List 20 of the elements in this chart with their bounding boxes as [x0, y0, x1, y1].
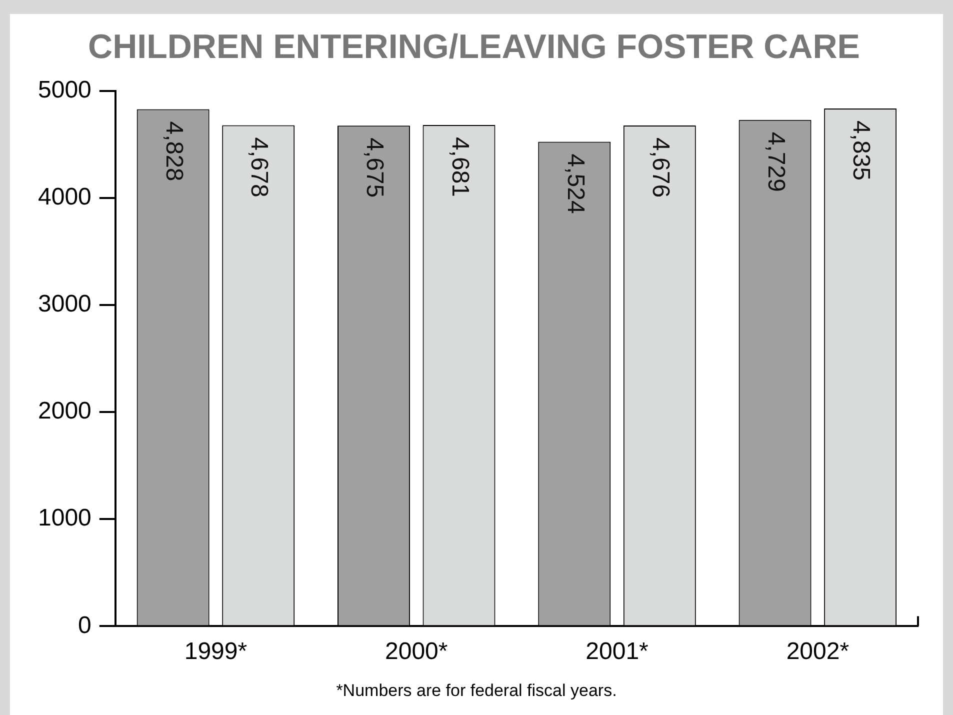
data-label: 4,681 [446, 136, 474, 198]
data-label: 4,676 [647, 137, 674, 198]
y-tick-label: 4000 [38, 184, 92, 211]
x-tick-label: 2001* [586, 638, 648, 666]
data-label: 4,835 [848, 120, 875, 181]
x-tick-label: 1999* [184, 638, 248, 666]
y-tick-label: 2000 [38, 398, 92, 425]
data-label: 4,729 [762, 132, 790, 192]
data-label: 4,524 [562, 154, 589, 214]
text: *Numbers are for federal fiscal years. [335, 681, 618, 701]
chart-title: CHILDREN ENTERING/LEAVING FOSTER CARE [88, 28, 860, 66]
y-tick-label: 0 [78, 612, 92, 639]
data-label: 4,678 [246, 137, 273, 198]
data-label: 4,828 [160, 121, 188, 182]
x-tick-label: 2000* [385, 638, 448, 666]
y-tick-label: 5000 [38, 76, 92, 104]
data-label: 4,675 [361, 138, 388, 198]
x-tick-label: 2002* [786, 638, 850, 666]
y-tick-label: 3000 [38, 290, 92, 318]
y-tick-label: 1000 [38, 504, 92, 532]
